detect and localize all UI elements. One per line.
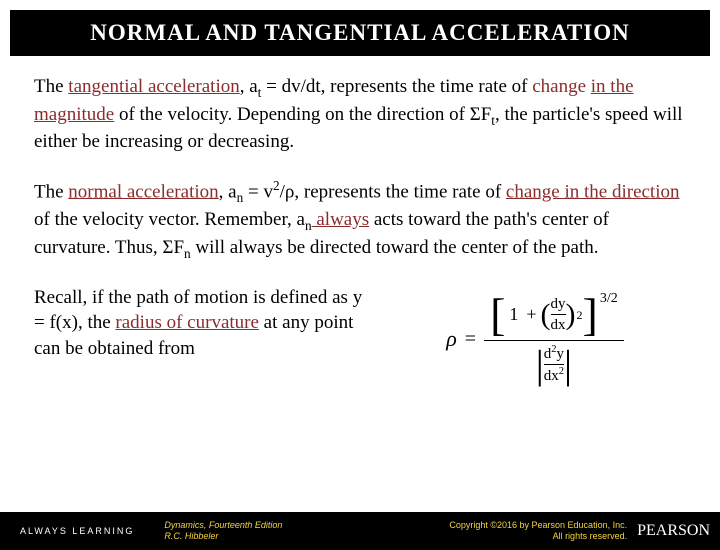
copyright-block: Copyright ©2016 by Pearson Education, In…: [449, 520, 627, 542]
dy: dy: [551, 294, 566, 314]
symbol-rho: ρ: [446, 324, 457, 354]
abs-left: |: [536, 345, 544, 385]
dy-dx-fraction: dy dx: [551, 294, 566, 336]
text: , a: [219, 181, 237, 202]
copyright-line1: Copyright ©2016 by Pearson Education, In…: [449, 520, 627, 531]
right-bracket: ]: [583, 292, 598, 338]
text: /ρ, represents the time rate of: [280, 181, 506, 202]
dx2: dx2: [544, 365, 564, 386]
book-title: Dynamics, Fourteenth Edition: [164, 520, 282, 531]
slide-title: NORMAL AND TANGENTIAL ACCELERATION: [10, 10, 710, 56]
main-fraction: [ 1 + ( dy dx ) 2 ] 3/2: [484, 290, 624, 389]
term-change: change: [532, 76, 586, 97]
paragraph-normal: The normal acceleration, a n = v2/ρ, repr…: [34, 177, 686, 263]
d2y-dx2-fraction: d2y dx2: [544, 343, 564, 387]
recall-row: Recall, if the path of motion is defined…: [34, 285, 686, 389]
superscript-2: 2: [273, 178, 280, 193]
book-citation: Dynamics, Fourteenth Edition R.C. Hibbel…: [134, 520, 282, 542]
left-paren: (: [541, 300, 551, 330]
text: , a: [240, 76, 258, 97]
paragraph-recall: Recall, if the path of motion is defined…: [34, 285, 364, 362]
d2y: d2y: [544, 343, 564, 364]
plus: +: [522, 302, 540, 326]
left-bracket: [: [490, 292, 505, 338]
abs-right: |: [564, 345, 572, 385]
right-paren: ): [566, 300, 576, 330]
text: The: [34, 76, 68, 97]
tagline-always-learning: ALWAYS LEARNING: [0, 526, 134, 536]
one: 1: [505, 302, 522, 326]
term-change-direction: change in the direction: [506, 181, 680, 202]
slide-footer: ALWAYS LEARNING Dynamics, Fourteenth Edi…: [0, 512, 720, 550]
pearson-logo: PEARSON: [637, 522, 710, 540]
term-always: always: [312, 209, 370, 230]
radius-curvature-formula: ρ = [ 1 + ( dy dx: [384, 285, 686, 389]
term-normal-acceleration: normal acceleration: [68, 181, 218, 202]
text: = v: [243, 181, 273, 202]
equals: =: [465, 326, 476, 353]
slide-content: The tangential acceleration, at = dv/dt,…: [0, 74, 720, 389]
copyright-line2: All rights reserved.: [449, 531, 627, 542]
subscript-n: n: [184, 246, 191, 261]
denominator: | d2y dx2 |: [530, 341, 578, 389]
text: will always be directed toward the cente…: [191, 237, 599, 258]
subscript-n: n: [305, 218, 312, 233]
text: = dv/dt, represents the time rate of: [261, 76, 532, 97]
term-radius-curvature: radius of curvature: [115, 312, 259, 333]
text: of the velocity vector. Remember, a: [34, 209, 305, 230]
term-tangential-acceleration: tangential acceleration: [68, 76, 239, 97]
book-author: R.C. Hibbeler: [164, 531, 282, 542]
paragraph-tangential: The tangential acceleration, at = dv/dt,…: [34, 74, 686, 155]
text: of the velocity. Depending on the direct…: [114, 104, 491, 125]
text: The: [34, 181, 68, 202]
numerator: [ 1 + ( dy dx ) 2 ] 3/2: [484, 290, 624, 340]
exponent-three-halves: 3/2: [600, 290, 618, 309]
dx: dx: [551, 315, 566, 335]
